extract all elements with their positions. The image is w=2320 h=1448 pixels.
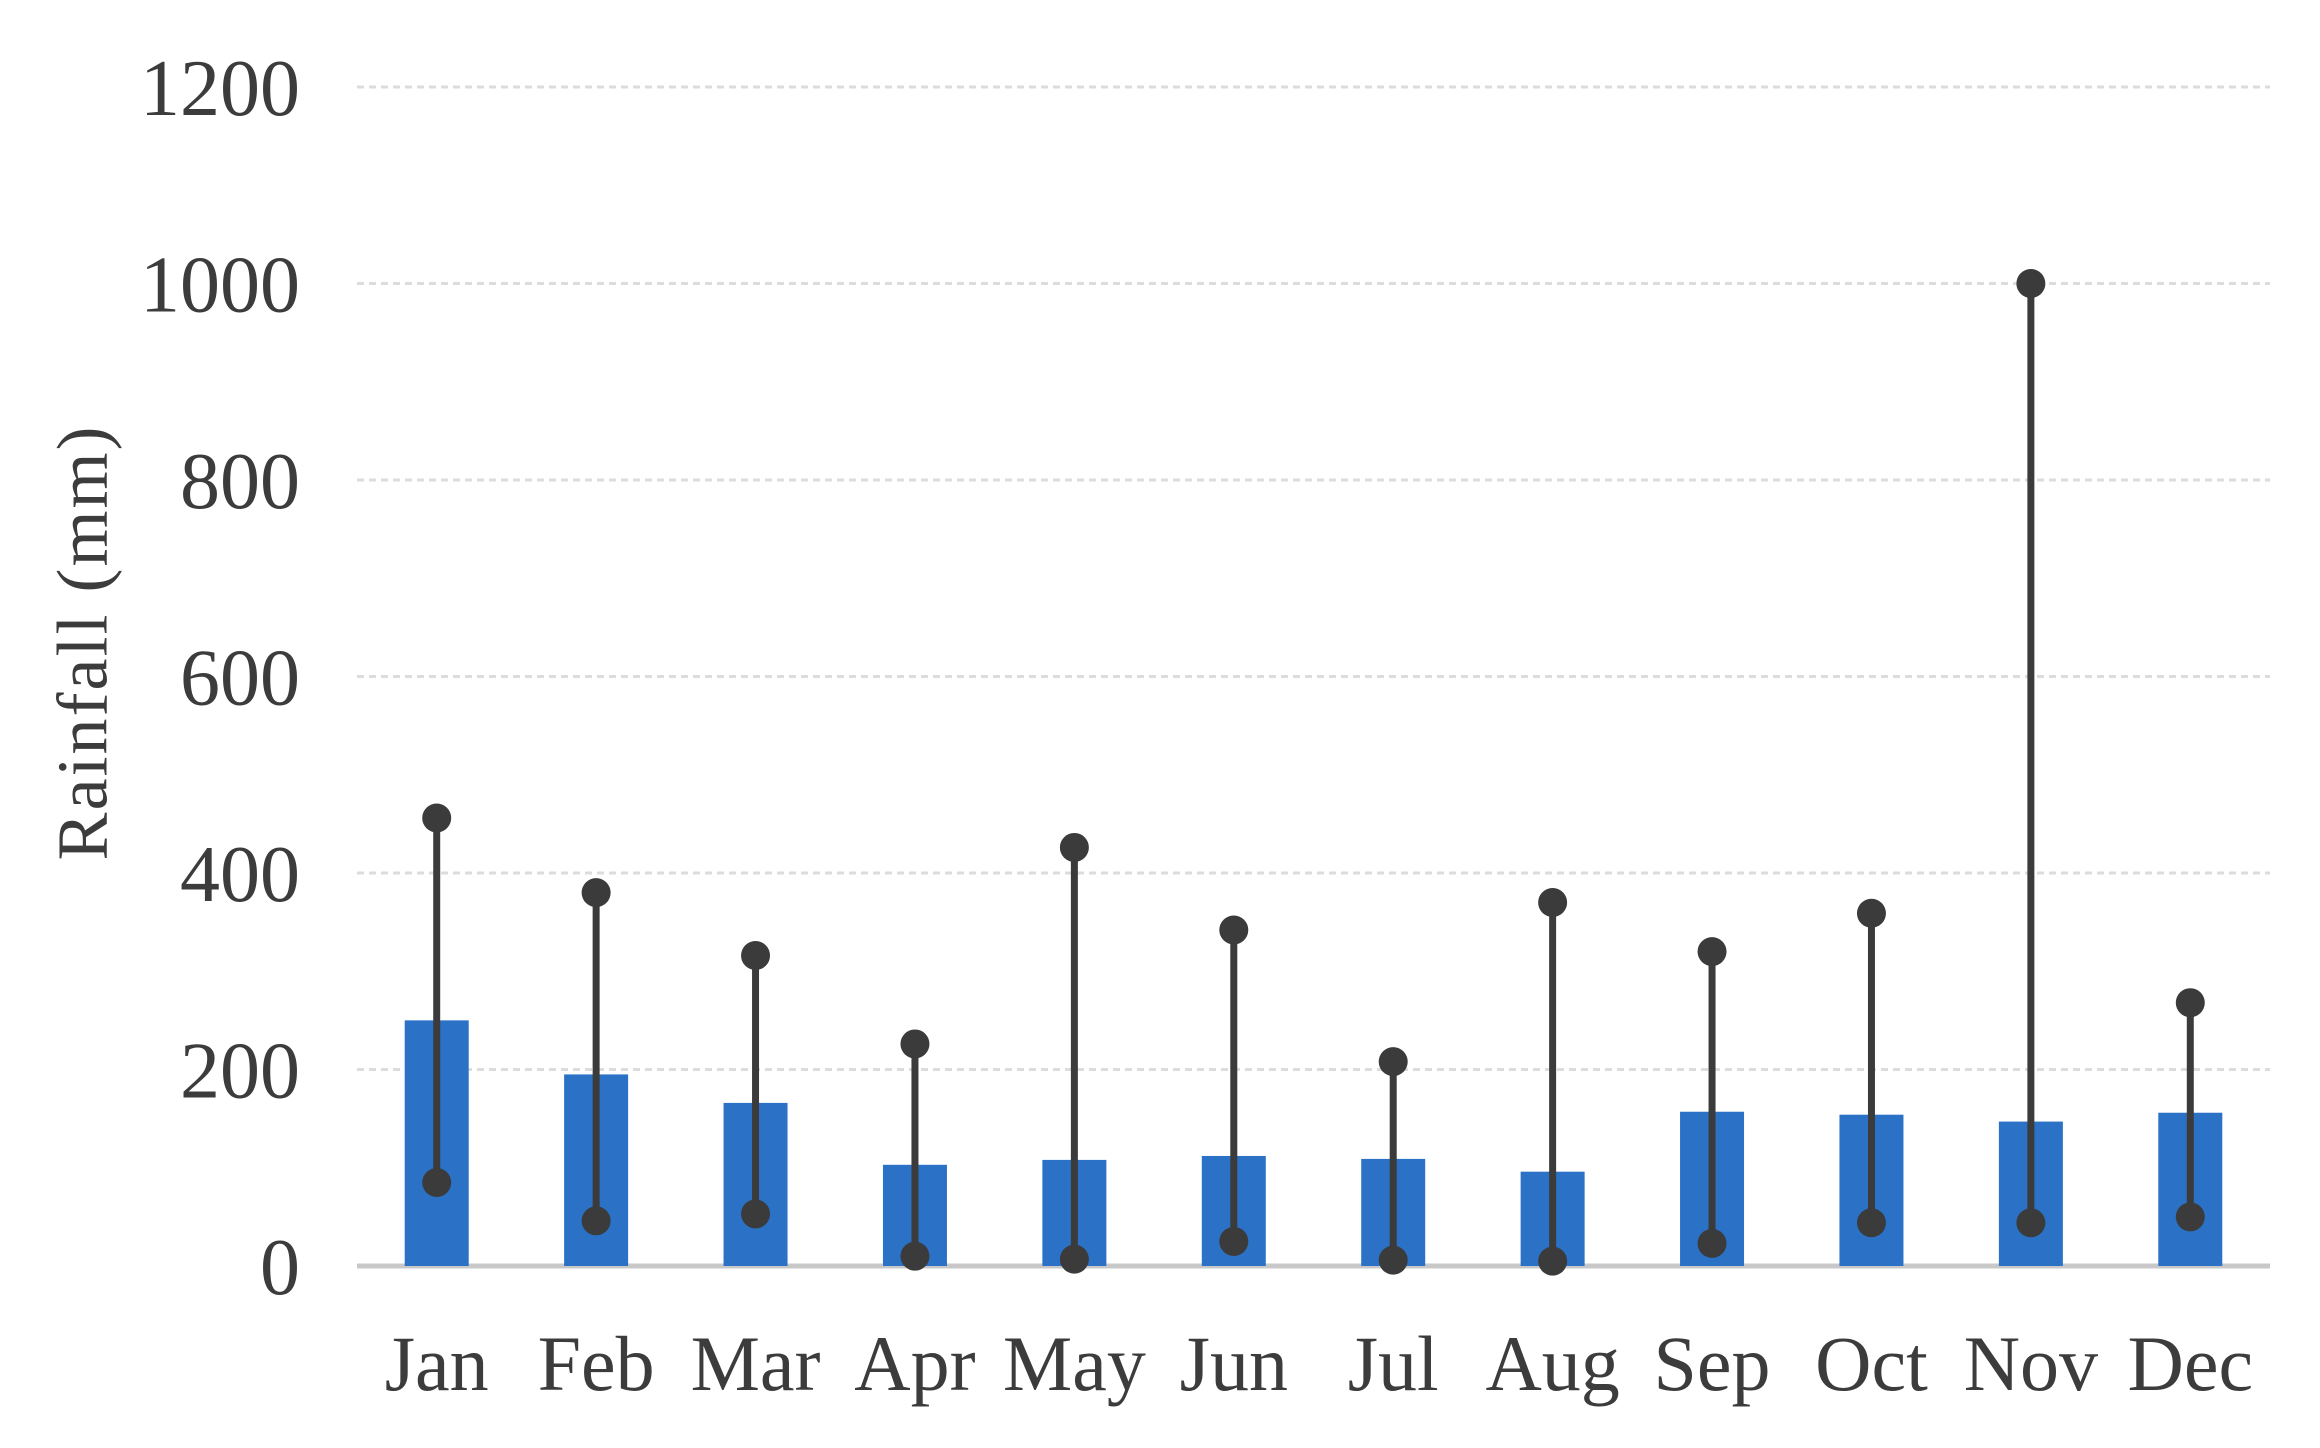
max-dot bbox=[422, 803, 452, 833]
x-axis-label: Nov bbox=[1964, 1320, 2098, 1407]
x-axis-label: Mar bbox=[691, 1320, 821, 1407]
x-axis-label: Dec bbox=[2128, 1320, 2254, 1407]
max-dot bbox=[2175, 988, 2205, 1018]
max-dot bbox=[900, 1029, 930, 1059]
max-dot bbox=[741, 941, 771, 971]
max-dot bbox=[1538, 887, 1568, 917]
x-axis-label: Sep bbox=[1654, 1320, 1771, 1407]
x-axis-label: Jan bbox=[385, 1320, 489, 1407]
min-dot bbox=[1538, 1246, 1568, 1276]
y-tick-label: 600 bbox=[180, 635, 300, 723]
x-axis-label: Oct bbox=[1815, 1320, 1928, 1407]
x-axis-label: Jun bbox=[1180, 1320, 1288, 1407]
max-dot bbox=[1697, 937, 1727, 967]
y-tick-label: 400 bbox=[180, 831, 300, 919]
x-axis-label: Apr bbox=[854, 1320, 975, 1407]
min-dot bbox=[422, 1167, 452, 1197]
min-dot bbox=[2016, 1208, 2046, 1238]
y-tick-label: 0 bbox=[260, 1224, 300, 1312]
y-tick-label: 1200 bbox=[140, 45, 300, 133]
min-dot bbox=[1378, 1245, 1408, 1275]
min-dot bbox=[900, 1241, 930, 1271]
min-dot bbox=[581, 1206, 611, 1236]
x-axis-label: Jul bbox=[1348, 1320, 1439, 1407]
min-dot bbox=[1219, 1226, 1249, 1256]
y-tick-label: 1000 bbox=[140, 242, 300, 330]
min-dot bbox=[1059, 1244, 1089, 1274]
max-dot bbox=[1219, 915, 1249, 945]
x-axis-label: May bbox=[1003, 1320, 1146, 1407]
max-dot bbox=[1378, 1047, 1408, 1077]
max-dot bbox=[2016, 269, 2046, 298]
min-dot bbox=[1856, 1208, 1886, 1238]
y-tick-label: 800 bbox=[180, 438, 300, 526]
max-dot bbox=[581, 878, 611, 908]
min-dot bbox=[2175, 1202, 2205, 1232]
y-tick-label: 200 bbox=[180, 1028, 300, 1116]
max-dot bbox=[1856, 898, 1886, 928]
max-dot bbox=[1059, 832, 1089, 862]
x-axis-label: Aug bbox=[1485, 1320, 1619, 1407]
min-dot bbox=[741, 1199, 771, 1229]
x-axis-label: Feb bbox=[538, 1320, 655, 1407]
min-dot bbox=[1697, 1228, 1727, 1258]
